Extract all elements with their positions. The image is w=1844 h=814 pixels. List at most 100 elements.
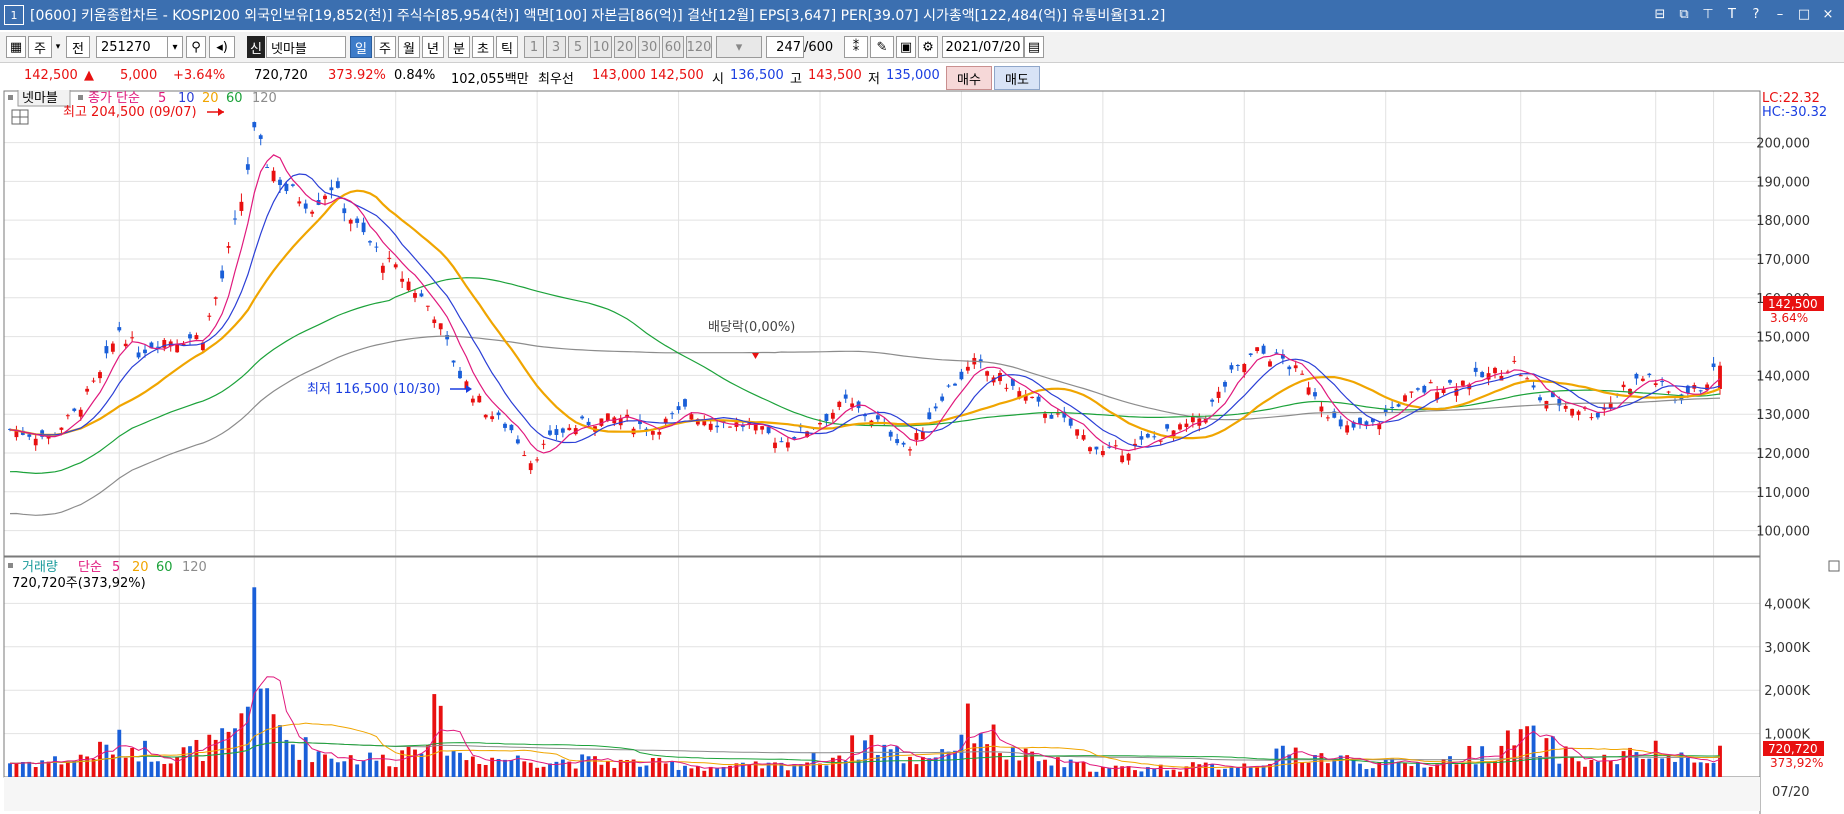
date-axis-strip[interactable] — [4, 777, 1760, 811]
search-icon[interactable]: ⚲ — [186, 36, 206, 58]
settings-gear-icon[interactable]: ⚙ — [918, 36, 938, 58]
volume-bar — [991, 724, 996, 777]
volume-bar — [1068, 759, 1073, 777]
volume-tick-label: 4,000K — [1764, 597, 1810, 612]
count-input[interactable]: 247 — [766, 36, 804, 58]
volume-bar — [760, 768, 765, 777]
period-year[interactable]: 년 — [422, 36, 444, 58]
panel-collapse-icon[interactable] — [8, 95, 13, 100]
maximize-icon[interactable]: □ — [1797, 6, 1811, 22]
volume-bar — [830, 757, 835, 777]
volume-bar — [303, 737, 308, 777]
volume-bar — [1531, 725, 1536, 777]
volume-tick-label: 2,000K — [1764, 684, 1810, 699]
volume-bar — [721, 767, 726, 777]
code-dropdown-icon[interactable]: ▾ — [167, 36, 183, 58]
open-price: 136,500 — [730, 68, 784, 83]
candle — [278, 179, 282, 186]
candle — [1653, 383, 1658, 386]
candle — [1589, 417, 1594, 419]
volume-collapse-icon[interactable] — [8, 563, 13, 568]
volume-bar — [1428, 766, 1433, 777]
interval-5[interactable]: 5 — [568, 36, 588, 58]
save-icon[interactable]: ▣ — [896, 36, 916, 58]
week-button[interactable]: 주 — [28, 36, 52, 58]
price-tab[interactable]: 넷마블 — [22, 91, 58, 106]
stock-code-input[interactable]: 251270 — [96, 36, 168, 58]
volume-bar — [1120, 766, 1125, 777]
stock-chart[interactable]: 100,000 110,000 120,000 130,000 140,000 150,0… — [0, 90, 1844, 814]
current-price-tag: 142,500 — [1768, 297, 1818, 311]
vol-ma5-legend: 5 — [112, 560, 120, 575]
legend-collapse-icon[interactable] — [78, 95, 83, 100]
candle — [1499, 375, 1504, 381]
period-minute[interactable]: 분 — [448, 36, 470, 58]
candle — [985, 371, 990, 376]
volume-bar — [779, 762, 784, 777]
volume-bar — [818, 763, 822, 777]
layout-icon[interactable]: ▦ — [6, 36, 26, 58]
period-tick[interactable]: 틱 — [496, 36, 518, 58]
interval-30[interactable]: 30 — [638, 36, 660, 58]
volume-bar — [380, 754, 385, 777]
interval-120[interactable]: 120 — [686, 36, 712, 58]
volume-bar — [560, 759, 565, 777]
candle — [213, 297, 218, 299]
candle — [194, 335, 199, 340]
candle — [1634, 373, 1639, 379]
buy-button[interactable]: 매수 — [946, 66, 992, 90]
candle — [683, 399, 687, 407]
period-second[interactable]: 초 — [472, 36, 494, 58]
restore-layout-icon[interactable]: ⧉ — [1679, 6, 1689, 22]
window-titlebar[interactable]: 1 [0600] 키움종합차트 - KOSPI200 외국인보유[19,852(… — [0, 0, 1844, 30]
candle — [959, 371, 964, 380]
close-icon[interactable]: × — [1822, 6, 1834, 22]
minimize-icon[interactable]: – — [1776, 6, 1784, 22]
interval-3[interactable]: 3 — [546, 36, 566, 58]
dropdown-arrow-icon[interactable]: ▾ — [55, 42, 61, 52]
period-month[interactable]: 월 — [398, 36, 420, 58]
prev-button[interactable]: 전 — [66, 36, 90, 58]
candle — [1017, 391, 1022, 399]
volume-bar — [593, 756, 597, 777]
volume-bar — [766, 762, 771, 777]
volume-bar — [1030, 751, 1035, 777]
volume-bar — [419, 753, 424, 777]
calendar-icon[interactable]: ▤ — [1024, 36, 1044, 58]
volume-bar — [393, 767, 398, 777]
volume-bar — [1377, 761, 1382, 777]
candle — [1493, 367, 1497, 374]
price-tick-label: 140,000 — [1756, 369, 1810, 384]
candle — [1711, 363, 1716, 368]
period-day[interactable]: 일 — [350, 36, 372, 58]
sound-icon[interactable]: ◂) — [209, 36, 235, 58]
volume-bar — [1486, 763, 1491, 777]
candle — [888, 431, 893, 437]
sell-button[interactable]: 매도 — [994, 66, 1040, 90]
candle — [1538, 397, 1542, 401]
candle — [303, 203, 308, 209]
drawing-tool-icon[interactable]: ✎ — [870, 36, 894, 58]
interval-20[interactable]: 20 — [614, 36, 636, 58]
pin-icon[interactable]: ⊤ — [1702, 6, 1714, 22]
volume-bar — [1268, 763, 1272, 777]
dock-icon[interactable]: ⊟ — [1654, 6, 1666, 22]
interval-select[interactable]: ▾ — [716, 36, 762, 58]
volume-bar — [175, 756, 180, 777]
volume-bar — [863, 740, 867, 777]
interval-10[interactable]: 10 — [590, 36, 612, 58]
expand-icon[interactable] — [1828, 560, 1840, 572]
text-icon[interactable]: T — [1728, 6, 1736, 22]
help-icon[interactable]: ? — [1752, 6, 1760, 22]
indicator-icon[interactable]: ⁑ — [844, 36, 868, 58]
interval-1[interactable]: 1 — [524, 36, 544, 58]
volume-bar — [599, 764, 604, 777]
volume-bar — [1094, 771, 1099, 777]
date-input[interactable]: 2021/07/20 — [942, 36, 1024, 58]
interval-60[interactable]: 60 — [662, 36, 684, 58]
volume-bar — [631, 759, 636, 777]
stock-name-field[interactable]: 넷마블 — [266, 36, 346, 58]
price-tab-box[interactable] — [17, 90, 71, 107]
volume-bar — [1293, 747, 1298, 777]
period-week[interactable]: 주 — [374, 36, 396, 58]
